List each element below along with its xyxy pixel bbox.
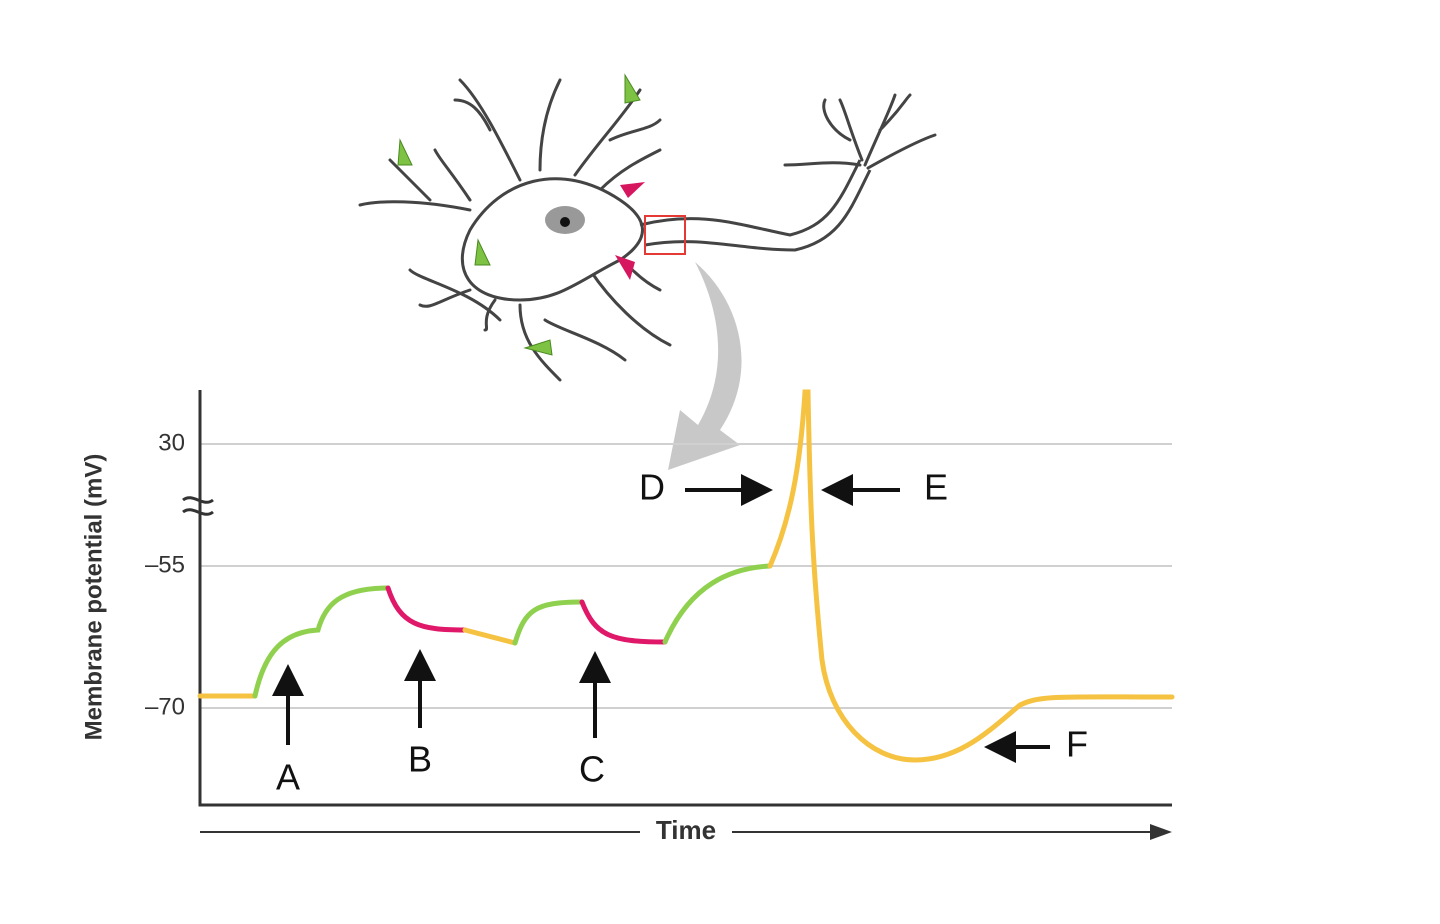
y-axis-label: Membrane potential (mV) — [80, 454, 107, 741]
axes — [198, 390, 1172, 807]
trace-epsp — [512, 599, 585, 646]
annotation: B — [408, 739, 432, 780]
x-axis-label: Time — [656, 815, 716, 845]
trace-epsp — [252, 585, 391, 699]
time-arrowhead — [1150, 824, 1172, 840]
y-tick-label: –70 — [145, 693, 185, 720]
axis-break — [182, 496, 214, 516]
y-tick-label: –55 — [145, 551, 185, 578]
trace-ipsp — [385, 585, 468, 633]
trace-action-potential — [767, 389, 1175, 763]
annotation: F — [1066, 724, 1088, 765]
trace-decay — [462, 627, 518, 646]
annotation: E — [924, 467, 948, 508]
neuron — [358, 73, 937, 470]
trace-ipsp — [579, 599, 668, 645]
trace-epsp — [662, 563, 773, 645]
graph: 30 –55 –70 Membrane potential (mV) Time … — [80, 389, 1175, 845]
annotation: C — [579, 749, 605, 790]
y-tick-label: 30 — [158, 429, 185, 456]
annotation: A — [276, 757, 300, 798]
annotation: D — [639, 467, 665, 508]
